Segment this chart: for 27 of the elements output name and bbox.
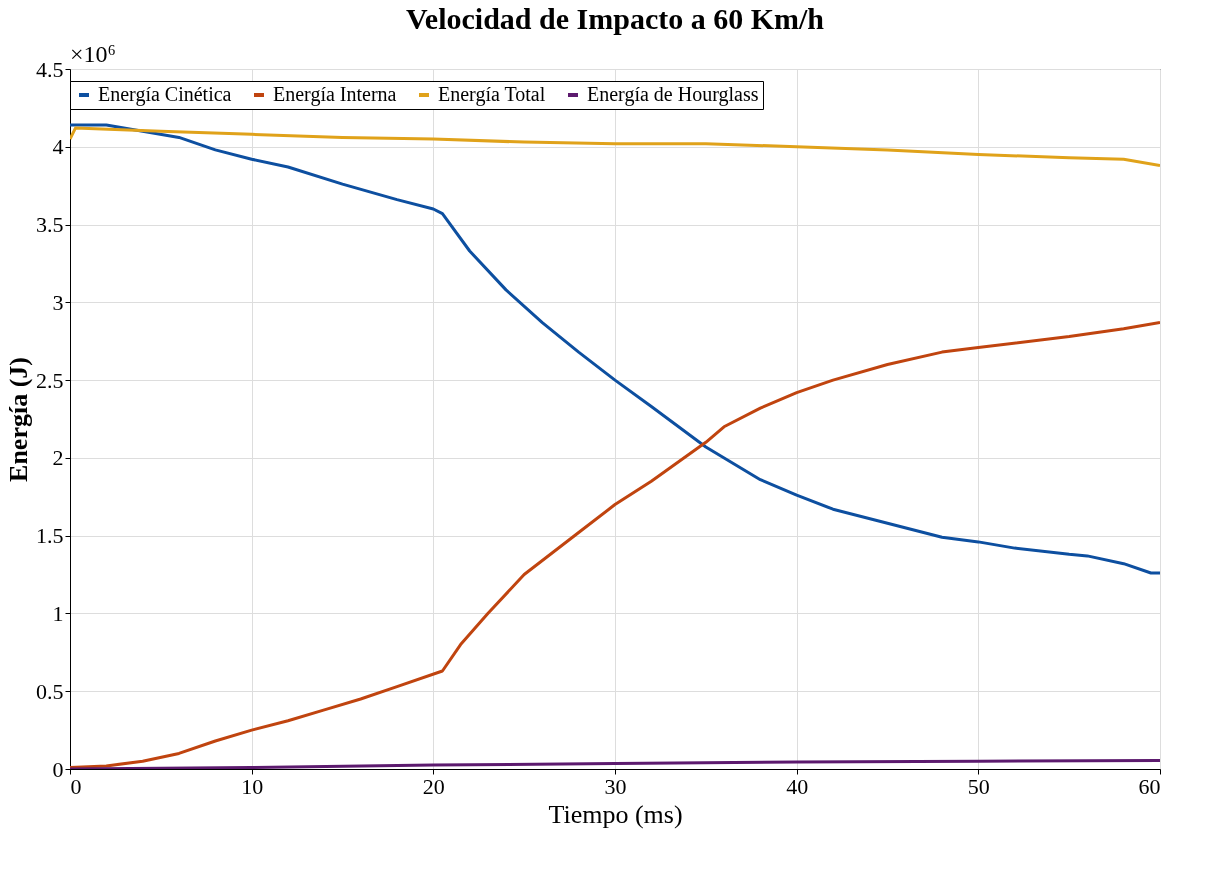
x-tick-label: 30	[604, 773, 627, 799]
y-tick-label: 2.5	[36, 367, 64, 393]
line-series	[70, 123, 1160, 575]
y-tick-label: 0.5	[36, 678, 64, 704]
y-tick-label: 3	[52, 289, 64, 315]
x-tick-label: 40	[786, 773, 809, 799]
y-tick-label: 4	[52, 134, 64, 160]
x-axis-title: Tiempo (ms)	[548, 799, 683, 829]
legend-label: Energía Total	[438, 83, 546, 106]
x-tick-label: 60	[1138, 773, 1161, 799]
x-tick-label: 10	[241, 773, 264, 799]
legend-label: Energía de Hourglass	[587, 83, 759, 106]
y-tick-label: 2	[52, 445, 64, 471]
y-axis-title: Energía (J)	[4, 357, 33, 482]
y-tick-label: 4.5	[36, 56, 64, 82]
y-tick-label: 1.5	[36, 523, 64, 549]
y-tick-label: 0	[52, 756, 64, 782]
x-tick-label: 20	[422, 773, 445, 799]
y-tick-label: 3.5	[36, 212, 64, 238]
line-series	[70, 126, 1160, 167]
text: ×10⁶	[70, 41, 116, 67]
y-tick-label: 1	[52, 600, 64, 626]
legend-label: Energía Interna	[273, 83, 397, 106]
legend-label: Energía Cinética	[98, 83, 232, 106]
x-tick-label: 0	[70, 773, 82, 799]
x-tick-label: 50	[967, 773, 990, 799]
chart-title: Velocidad de Impacto a 60 Km/h	[405, 2, 825, 35]
